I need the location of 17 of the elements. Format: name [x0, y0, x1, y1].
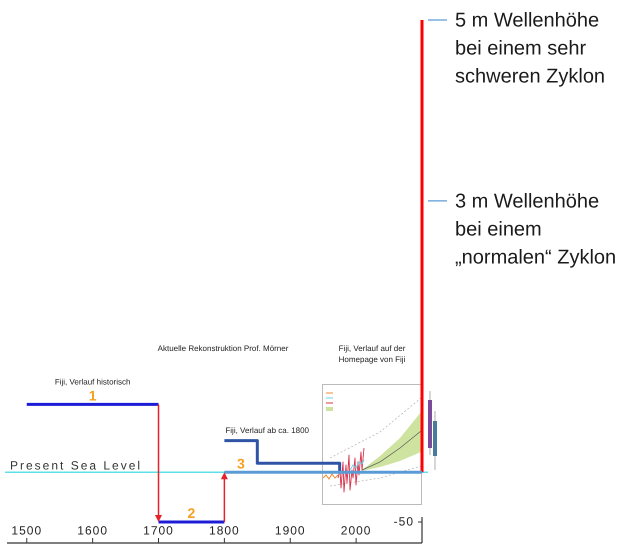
- annotation: -50: [394, 514, 414, 528]
- annotation: Fiji, Verlauf historisch: [54, 378, 130, 387]
- annotation: 3: [236, 455, 245, 472]
- annotation: Fiji, Verlauf ab ca. 1800: [225, 426, 310, 435]
- x-tick-label: 1700: [143, 523, 174, 538]
- x-tick-label: 1800: [209, 523, 240, 538]
- annotation: 5 m Wellenhöhe bei einem sehr schweren Zyklon: [455, 10, 606, 88]
- x-tick-label: 1500: [11, 523, 42, 538]
- x-tick-label: 1900: [274, 523, 306, 538]
- x-tick-label: 1600: [77, 523, 108, 538]
- ref-line-label: Present Sea Level: [10, 458, 142, 472]
- annotation: Fiji, Verlauf auf der Homepage von Fiji: [338, 344, 406, 364]
- text: Aktuelle Rekonstruktion Prof. Mörner: [158, 344, 289, 354]
- annotation: 1: [88, 387, 97, 404]
- annotation: 2: [188, 505, 196, 521]
- x-tick-label: 2000: [340, 523, 372, 538]
- annotation: 3 m Wellenhöhe bei einem „normalen“ Zyklon: [455, 190, 616, 268]
